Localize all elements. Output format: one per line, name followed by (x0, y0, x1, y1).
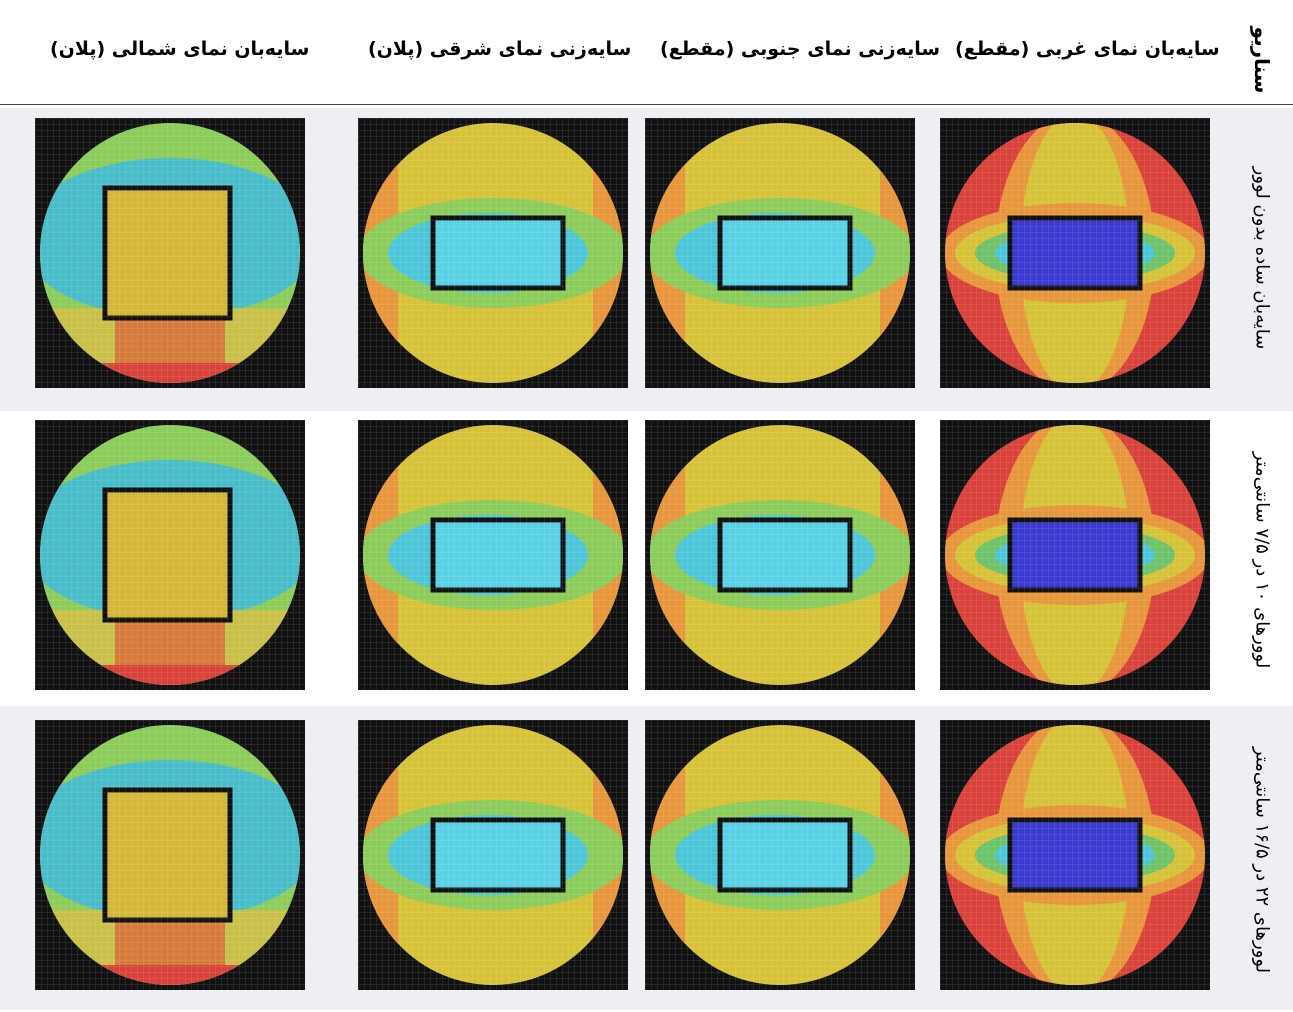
row-label: سایه‌بان ساده بدون لوور (1251, 166, 1273, 350)
simulation-image (358, 118, 628, 388)
contour-plot (940, 118, 1210, 388)
simulation-image (645, 420, 915, 690)
contour-plot (940, 420, 1210, 690)
contour-plot (645, 118, 915, 388)
simulation-image (35, 118, 305, 388)
simulation-image (940, 720, 1210, 990)
scenario-header: سناریو (1250, 26, 1274, 94)
simulation-image (35, 720, 305, 990)
column-header: سایه‌بان نمای شمالی (پلان) (50, 38, 310, 60)
simulation-image (645, 720, 915, 990)
contour-plot (358, 720, 628, 990)
simulation-image (645, 118, 915, 388)
contour-plot (35, 118, 305, 388)
contour-plot (940, 720, 1210, 990)
simulation-image (358, 720, 628, 990)
column-header: سایه‌زنی نمای شرقی (پلان) (368, 38, 632, 60)
row-label: لوورهای ۱۰ در ۷/۵ سانتی‌متر (1251, 451, 1273, 669)
contour-plot (645, 720, 915, 990)
contour-plot (35, 420, 305, 690)
simulation-image (940, 118, 1210, 388)
simulation-image (358, 420, 628, 690)
contour-plot (645, 420, 915, 690)
row-label: لوورهای ۲۲ در ۱۶/۵ سانتی‌متر (1251, 746, 1273, 974)
column-header: سایه‌زنی نمای جنوبی (مقطع) (660, 38, 941, 60)
simulation-image (940, 420, 1210, 690)
contour-plot (358, 118, 628, 388)
header-rule (0, 104, 1293, 105)
contour-plot (35, 720, 305, 990)
contour-plot (358, 420, 628, 690)
simulation-image (35, 420, 305, 690)
column-header: سایه‌بان نمای غربی (مقطع) (955, 38, 1220, 60)
